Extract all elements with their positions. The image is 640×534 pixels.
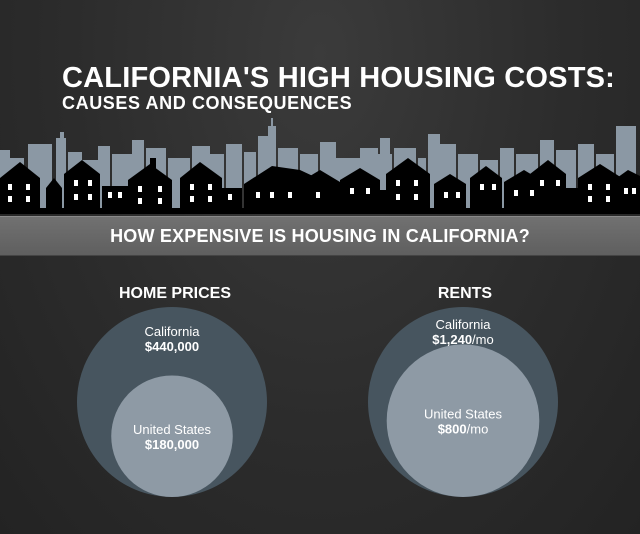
window <box>190 196 194 202</box>
california-home-price-amount: $440,000 <box>145 339 199 354</box>
window <box>138 186 142 192</box>
us-home-price-amount: $180,000 <box>145 437 199 452</box>
window <box>606 184 610 190</box>
window <box>624 188 628 194</box>
section-heading: HOW EXPENSIVE IS HOUSING IN CALIFORNIA? <box>110 226 530 246</box>
window <box>158 198 162 204</box>
window <box>88 180 92 186</box>
window <box>108 192 112 198</box>
window <box>632 188 636 194</box>
window <box>118 192 122 198</box>
window <box>414 180 418 186</box>
window <box>556 180 560 186</box>
window <box>26 196 30 202</box>
us-label: United States <box>424 407 503 422</box>
window <box>8 196 12 202</box>
window <box>288 192 292 198</box>
window <box>530 190 534 196</box>
page-title: CALIFORNIA'S HIGH HOUSING COSTS: <box>62 62 616 94</box>
window <box>208 196 212 202</box>
window <box>158 186 162 192</box>
window <box>366 188 370 194</box>
us-rent-bubble <box>386 344 540 497</box>
window <box>480 184 484 190</box>
window <box>414 194 418 200</box>
window <box>88 194 92 200</box>
window <box>588 196 592 202</box>
rents-chart: California $1,240/mo United States $800/… <box>368 307 558 497</box>
us-home-price-bubble <box>111 375 233 497</box>
page-subtitle: CAUSES AND CONSEQUENCES <box>62 93 353 113</box>
window <box>396 194 400 200</box>
window <box>8 184 12 190</box>
city-skyline-icon <box>0 118 640 214</box>
us-rent-amount: $800 <box>438 422 467 437</box>
rents-heading: RENTS <box>437 285 493 302</box>
window <box>228 194 232 200</box>
home-prices-chart: California $440,000 United States $180,0… <box>77 307 267 497</box>
window <box>270 192 274 198</box>
home-prices-heading: HOME PRICES <box>118 285 231 302</box>
window <box>514 190 518 196</box>
us-rent-value: $800/mo <box>438 422 489 437</box>
window <box>540 180 544 186</box>
window <box>190 184 194 190</box>
us-label: United States <box>133 422 212 437</box>
california-home-price-value: $440,000 <box>145 339 199 354</box>
window <box>350 188 354 194</box>
california-rent-amount: $1,240 <box>432 332 472 347</box>
window <box>456 192 460 198</box>
window <box>74 180 78 186</box>
window <box>26 184 30 190</box>
california-label: California <box>145 324 201 339</box>
skyline-windows <box>8 180 636 204</box>
california-label: California <box>436 317 492 332</box>
california-rent-unit: /mo <box>472 332 494 347</box>
us-home-price-value: $180,000 <box>145 437 199 452</box>
window <box>492 184 496 190</box>
california-rent-value: $1,240/mo <box>432 332 493 347</box>
window <box>256 192 260 198</box>
us-rent-unit: /mo <box>467 422 489 437</box>
window <box>396 180 400 186</box>
window <box>606 196 610 202</box>
window <box>208 184 212 190</box>
window <box>588 184 592 190</box>
window <box>444 192 448 198</box>
window <box>74 194 78 200</box>
window <box>138 198 142 204</box>
section-banner: HOW EXPENSIVE IS HOUSING IN CALIFORNIA? <box>0 216 640 256</box>
window <box>316 192 320 198</box>
